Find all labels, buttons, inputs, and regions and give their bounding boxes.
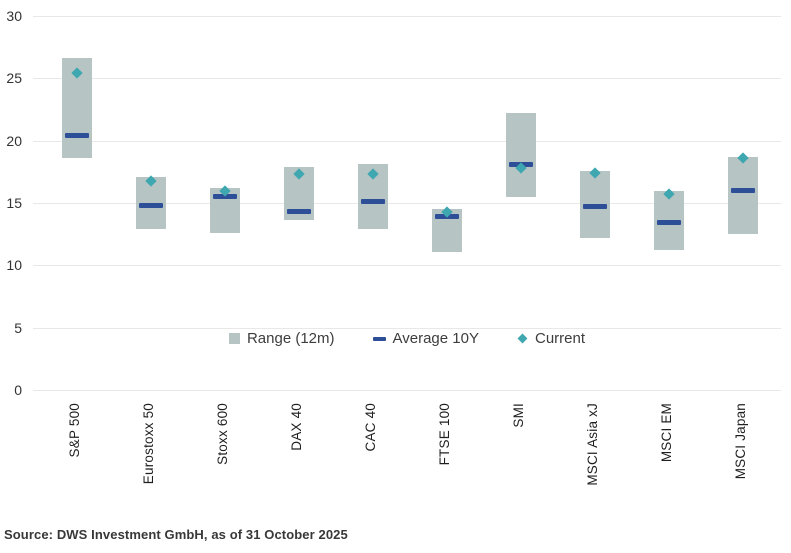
category-label: Stoxx 600 xyxy=(215,403,230,465)
gridline xyxy=(33,16,781,17)
category-label: Eurostoxx 50 xyxy=(141,403,156,485)
y-tick-label: 10 xyxy=(6,257,22,274)
average-10y-marker xyxy=(65,133,89,139)
average-10y-marker xyxy=(583,204,607,210)
legend-item-current: Current xyxy=(517,330,585,347)
y-tick-label: 15 xyxy=(6,195,22,211)
category-label: CAC 40 xyxy=(363,403,378,452)
legend-item-label: Range (12m) xyxy=(246,330,335,347)
y-tick-label: 20 xyxy=(6,132,22,149)
category-label: MSCI EM xyxy=(659,403,674,463)
source-note: Source: DWS Investment GmbH, as of 31 Oc… xyxy=(4,527,348,542)
gridline xyxy=(33,140,781,142)
average-10y-marker xyxy=(361,199,385,205)
legend-item-label: Current xyxy=(534,330,586,347)
legend-item-average-10y: Average 10Y xyxy=(372,330,479,347)
gridline xyxy=(33,265,781,267)
category-label: MSCI Asia xJ xyxy=(585,403,600,486)
average-10y-marker xyxy=(657,220,681,226)
average-10y-marker xyxy=(213,194,237,200)
average-10y-marker xyxy=(731,188,755,194)
legend-item-label: Average 10Y xyxy=(392,330,479,347)
gridline xyxy=(33,390,781,391)
gridline xyxy=(33,203,781,204)
dash-swatch-icon xyxy=(372,336,386,341)
range-bar xyxy=(728,156,758,235)
gridline xyxy=(33,78,781,80)
category-label: FTSE 100 xyxy=(437,403,452,466)
y-tick-label: 0 xyxy=(14,382,22,398)
legend-item-range-12m: Range (12m) xyxy=(228,330,335,347)
y-tick-label: 5 xyxy=(14,319,22,336)
diamond-swatch-icon xyxy=(517,333,528,344)
y-tick-label: 25 xyxy=(6,70,22,87)
category-label: MSCI Japan xyxy=(733,403,748,480)
square-swatch-icon xyxy=(228,333,240,344)
gridline xyxy=(33,327,781,329)
y-tick-label: 30 xyxy=(6,8,22,24)
category-label: S&P 500 xyxy=(67,403,82,458)
average-10y-marker xyxy=(139,202,163,208)
chart-legend: Range (12m) Average 10Y Current xyxy=(33,330,781,347)
category-label: SMI xyxy=(511,403,526,428)
average-10y-marker xyxy=(287,209,311,215)
category-label: DAX 40 xyxy=(289,403,304,451)
plot-area xyxy=(33,16,781,391)
range-bar xyxy=(506,113,536,197)
